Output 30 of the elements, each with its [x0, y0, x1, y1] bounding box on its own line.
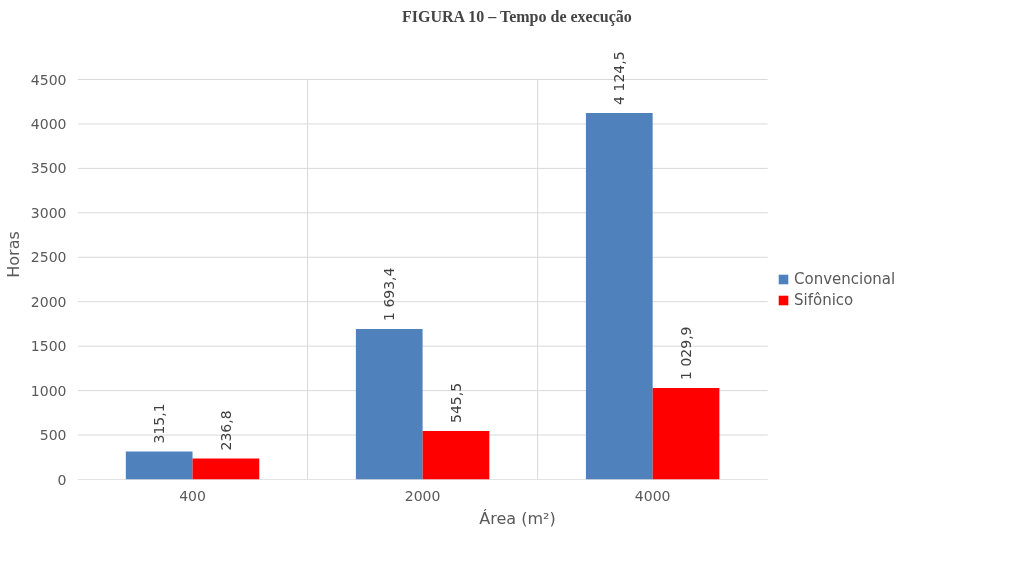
data-label: 236,8	[217, 410, 234, 451]
y-tick-label: 3000	[30, 204, 67, 221]
bar	[125, 451, 193, 480]
data-label: 545,5	[447, 382, 464, 424]
y-tick-label: 0	[57, 471, 67, 488]
y-tick-label: 4500	[30, 71, 67, 88]
y-tick-label: 500	[39, 427, 67, 444]
y-tick-label: 1000	[30, 382, 67, 399]
x-axis-title: Área (m²)	[479, 508, 556, 528]
chart-title: FIGURA 10 – Tempo de execução	[402, 7, 632, 26]
x-tick-label: 400	[179, 487, 206, 504]
legend-label: Convencional	[794, 270, 896, 288]
y-tick-label: 1500	[30, 338, 67, 355]
x-tick-label: 2000	[404, 487, 441, 504]
data-label: 1 693,4	[381, 267, 398, 321]
bar	[652, 387, 720, 480]
bar	[355, 328, 423, 480]
bar	[192, 458, 260, 480]
bar	[585, 112, 653, 480]
y-tick-label: 2500	[30, 249, 67, 266]
data-label: 315,1	[151, 403, 168, 444]
legend-label: Sifônico	[794, 291, 854, 309]
x-tick-label: 4000	[634, 487, 671, 504]
y-tick-label: 3500	[30, 160, 67, 177]
y-tick-label: 4000	[30, 115, 67, 132]
data-label: 4 124,5	[611, 51, 628, 105]
data-label: 1 029,9	[678, 326, 695, 380]
y-tick-label: 2000	[30, 293, 67, 310]
bar	[422, 431, 490, 480]
y-axis-title: Horas	[3, 231, 23, 278]
